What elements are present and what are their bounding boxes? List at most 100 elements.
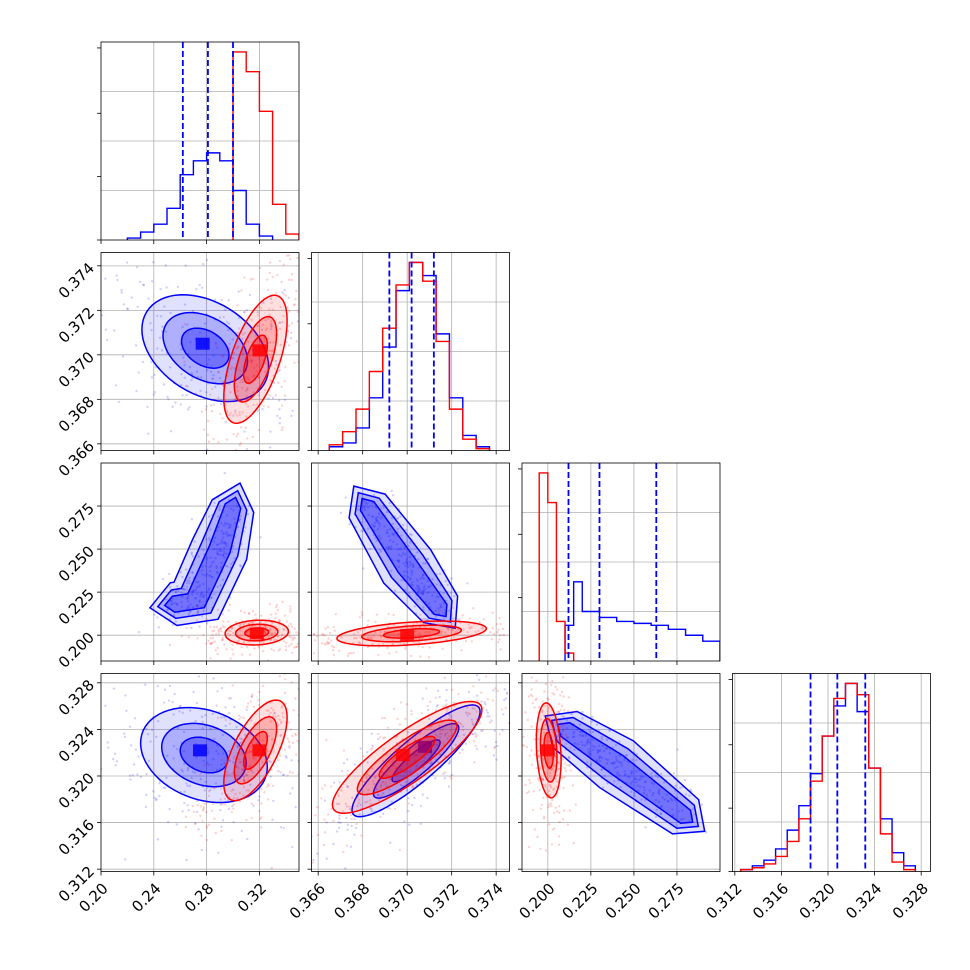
- sample-point: [416, 590, 420, 594]
- sample-point: [562, 786, 565, 790]
- sample-point: [270, 325, 273, 328]
- sample-point: [223, 797, 227, 800]
- sample-point: [620, 764, 623, 767]
- sample-point: [550, 804, 553, 807]
- sample-point: [448, 717, 451, 720]
- sample-point: [207, 537, 211, 540]
- sample-point: [239, 741, 243, 744]
- sample-point: [290, 272, 294, 276]
- sample-point: [438, 609, 441, 612]
- sample-point: [442, 601, 446, 605]
- sample-point: [356, 804, 359, 808]
- sample-point: [377, 512, 381, 515]
- sample-point: [207, 750, 210, 753]
- sample-point: [144, 683, 147, 686]
- sample-point: [558, 726, 561, 729]
- sample-point: [238, 800, 241, 803]
- sample-point: [299, 707, 301, 709]
- sample-point: [588, 741, 591, 744]
- sample-point: [156, 838, 160, 841]
- sample-point: [130, 296, 133, 299]
- sample-point: [212, 540, 216, 543]
- sample-point: [588, 750, 591, 753]
- sample-point: [219, 455, 221, 457]
- sample-point: [178, 710, 181, 713]
- sample-point: [169, 599, 172, 603]
- sample-point: [220, 763, 223, 766]
- x-tick-label: 0.320: [796, 880, 839, 923]
- sample-point: [161, 577, 165, 581]
- sample-point: [204, 565, 207, 568]
- sample-point: [223, 626, 226, 629]
- sample-point: [472, 740, 476, 743]
- sample-point: [462, 733, 466, 737]
- sample-point: [381, 812, 385, 816]
- sample-point: [241, 333, 245, 336]
- sample-point: [337, 794, 340, 798]
- sample-point: [271, 396, 275, 400]
- sample-point: [373, 521, 377, 524]
- sample-point: [283, 748, 287, 751]
- sample-point: [251, 771, 254, 774]
- sample-point: [324, 236, 326, 238]
- sample-point: [365, 776, 368, 779]
- sample-point: [236, 525, 240, 529]
- sample-point: [421, 592, 424, 595]
- sample-point: [176, 726, 180, 730]
- sample-point: [399, 547, 402, 550]
- sample-point: [182, 587, 185, 590]
- sample-point: [325, 821, 328, 824]
- sample-point: [229, 391, 232, 394]
- sample-point: [473, 761, 476, 764]
- sample-point: [319, 636, 321, 638]
- sample-point: [166, 395, 169, 399]
- sample-point: [327, 641, 331, 645]
- sample-point: [323, 683, 325, 685]
- sample-point: [535, 766, 538, 770]
- sample-point: [209, 788, 212, 792]
- sample-point: [418, 587, 421, 590]
- sample-point: [142, 283, 146, 287]
- sample-point: [213, 737, 216, 741]
- sample-point: [544, 723, 547, 727]
- sample-point: [665, 793, 668, 796]
- sample-point: [480, 700, 483, 703]
- sample-point: [160, 349, 164, 352]
- sample-point: [430, 584, 433, 587]
- sample-point: [232, 803, 236, 806]
- sample-point: [491, 626, 494, 630]
- sample-point: [544, 783, 547, 787]
- sample-point: [232, 757, 235, 760]
- sample-point: [227, 620, 230, 623]
- sample-point: [227, 711, 231, 715]
- density-peak: [252, 344, 267, 357]
- sample-point: [553, 764, 557, 768]
- sample-point: [152, 261, 155, 264]
- sample-point: [212, 373, 215, 377]
- sample-point: [165, 598, 168, 601]
- sample-point: [195, 756, 198, 759]
- sample-point: [281, 773, 285, 777]
- sample-point: [218, 508, 221, 512]
- sample-point: [225, 522, 228, 526]
- sample-point: [272, 639, 276, 642]
- sample-point: [236, 331, 239, 335]
- panel-frame: [732, 673, 931, 872]
- sample-point: [198, 625, 201, 628]
- sample-point: [591, 730, 595, 734]
- sample-point: [417, 591, 420, 594]
- sample-point: [355, 822, 358, 826]
- sample-point: [153, 613, 156, 616]
- panel-frame: [100, 673, 300, 872]
- sample-point: [237, 766, 240, 770]
- sample-point: [358, 813, 361, 816]
- sample-point: [168, 684, 172, 688]
- sample-point: [600, 768, 603, 771]
- sample-point: [459, 721, 462, 725]
- sample-point: [510, 614, 512, 616]
- sample-point: [379, 537, 383, 540]
- sample-point: [206, 826, 209, 829]
- panel-frame: [100, 252, 300, 451]
- sample-point: [375, 518, 378, 522]
- sample-point: [284, 648, 288, 652]
